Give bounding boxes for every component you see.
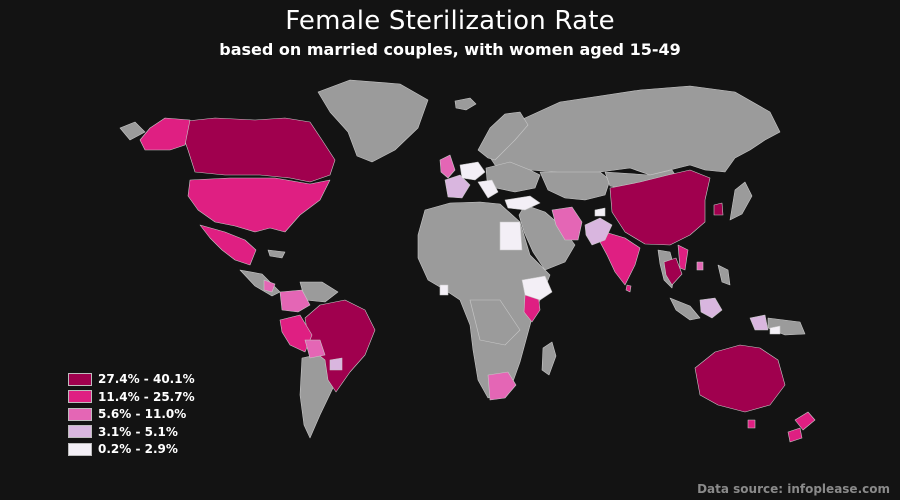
legend-swatch [68,407,92,421]
legend-item: 5.6% - 11.0% [68,406,195,422]
class-5-11 [263,154,704,401]
legend-swatch [68,425,92,438]
legend-item: 3.1% - 5.1% [68,424,195,440]
legend-item: 27.4% - 40.1% [68,371,195,387]
data-source: Data source: infoplease.com [697,482,890,496]
legend-label: 27.4% - 40.1% [98,372,195,386]
map-subtitle: based on married couples, with women age… [219,40,681,59]
legend-label: 5.6% - 11.0% [98,407,187,421]
map-legend: 27.4% - 40.1% 11.4% - 25.7% 5.6% - 11.0% 3.… [68,371,195,459]
class-0-3 [439,161,781,335]
map-title: Female Sterilization Rate [285,6,615,36]
legend-label: 3.1% - 5.1% [98,424,178,439]
legend-item: 11.4% - 25.7% [68,389,195,405]
legend-swatch [68,372,92,386]
legend-label: 11.4% - 25.7% [98,389,195,404]
legend-swatch [68,390,92,403]
class-3-5 [329,174,769,371]
legend-swatch [68,442,92,456]
class-27-40 [177,117,786,413]
class-11-25 [139,117,816,443]
legend-item: 0.2% - 2.9% [68,441,195,457]
legend-label: 0.2% - 2.9% [98,442,178,456]
